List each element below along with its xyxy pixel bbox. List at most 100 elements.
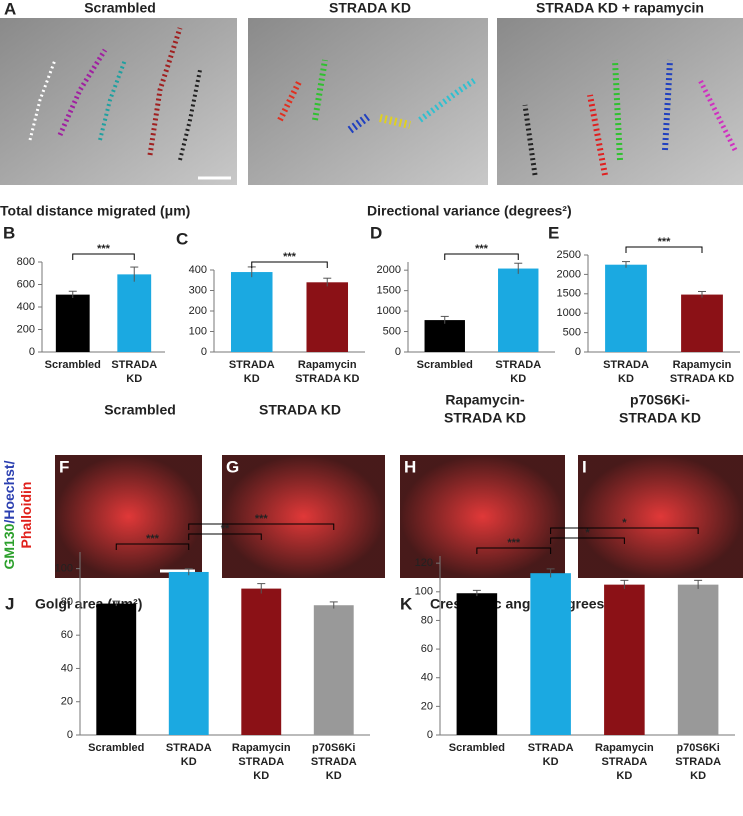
bar (677, 584, 719, 735)
side-label-part: / (1, 520, 17, 524)
track (418, 77, 477, 123)
bar (605, 264, 647, 352)
y-tick-label: 2000 (377, 264, 401, 276)
track (28, 59, 57, 141)
image-caption: Scrambled (104, 402, 176, 418)
panel-letter: F (59, 457, 69, 476)
bar (604, 584, 645, 735)
x-tick-label: Rapamycin (673, 359, 732, 371)
significance-label: *** (507, 537, 521, 549)
side-label-part: Phalloidin (18, 482, 34, 549)
y-tick-label: 40 (61, 662, 73, 674)
y-tick-label: 1000 (377, 305, 401, 317)
x-tick-label: KD (326, 770, 342, 782)
micrograph (497, 18, 743, 185)
y-tick-label: 60 (421, 643, 433, 655)
y-tick-label: 800 (17, 256, 35, 268)
panel-letter: H (404, 457, 416, 476)
y-tick-label: 400 (189, 264, 207, 276)
track (522, 104, 538, 176)
x-tick-label: Rapamycin (232, 742, 291, 754)
y-tick-label: 100 (55, 563, 73, 575)
x-tick-label: STRADA (311, 756, 357, 768)
x-tick-label: Scrambled (88, 742, 144, 754)
image-caption: Scrambled (84, 0, 156, 16)
bar (117, 274, 152, 352)
y-tick-label: 1000 (557, 307, 581, 319)
panel-letter: B (3, 223, 15, 242)
side-label: Phalloidin (18, 482, 34, 549)
significance-bracket (72, 253, 135, 260)
panel-letter: D (370, 223, 382, 242)
image-caption: STRADA KD (329, 0, 411, 16)
x-tick-label: KD (543, 756, 559, 768)
bar (241, 588, 282, 735)
x-tick-label: Scrambled (45, 359, 101, 371)
y-tick-label: 2500 (557, 249, 581, 261)
y-tick-label: 300 (189, 284, 207, 296)
x-tick-label: STRADA (111, 359, 157, 371)
significance-bracket (188, 523, 335, 530)
y-tick-label: 0 (67, 729, 73, 741)
significance-bracket (115, 543, 190, 550)
x-tick-label: p70S6Ki (676, 742, 719, 754)
significance-bracket (476, 547, 552, 554)
panel-letter: G (226, 457, 239, 476)
track (697, 78, 738, 152)
bar (230, 272, 273, 352)
significance-label: *** (146, 533, 160, 545)
significance-label: *** (475, 243, 489, 255)
y-tick-label: 200 (189, 305, 207, 317)
x-tick-label: p70S6Ki (312, 742, 355, 754)
image-caption: STRADA KD + rapamycin (536, 0, 704, 16)
significance-bracket (625, 246, 703, 253)
x-tick-label: KD (126, 373, 142, 385)
x-tick-label: STRADA KD (295, 373, 359, 385)
micrograph (55, 455, 202, 578)
y-tick-label: 600 (17, 278, 35, 290)
bar (530, 573, 571, 735)
x-tick-label: KD (244, 373, 260, 385)
panel-letter: C (176, 229, 188, 248)
significance-label: * (622, 517, 627, 529)
track (612, 59, 623, 161)
x-tick-label: STRADA (601, 756, 647, 768)
micrographs-row2 (55, 455, 743, 578)
x-tick-label: STRADA (528, 742, 574, 754)
panel-letter: J (5, 594, 14, 613)
micrograph (400, 455, 565, 578)
x-tick-label: STRADA (229, 359, 275, 371)
significance-bracket (188, 533, 262, 540)
significance-label: ** (221, 523, 230, 535)
x-tick-label: KD (616, 770, 632, 782)
bar (681, 294, 723, 352)
x-tick-label: Rapamycin (595, 742, 654, 754)
y-tick-label: 0 (575, 346, 581, 358)
x-tick-label: STRADA (495, 359, 541, 371)
significance-bracket (251, 261, 328, 268)
panel-letter: I (582, 457, 587, 476)
significance-label: *** (97, 243, 111, 255)
significance-bracket (550, 527, 699, 534)
x-tick-label: Rapamycin (298, 359, 357, 371)
y-tick-label: 500 (563, 327, 581, 339)
y-tick-label: 100 (189, 325, 207, 337)
x-tick-label: KD (181, 756, 197, 768)
bar (456, 593, 498, 735)
image-caption: STRADA KD (444, 410, 526, 426)
bar (55, 294, 90, 352)
track (312, 59, 328, 121)
bar (313, 605, 354, 735)
y-tick-label: 0 (427, 729, 433, 741)
track (662, 59, 673, 151)
x-tick-label: KD (618, 373, 634, 385)
panel-letter: K (400, 594, 413, 613)
x-tick-label: STRADA (166, 742, 212, 754)
side-label: GM130/Hoechst/ (1, 460, 17, 569)
section-heading: Total distance migrated (μm) (0, 203, 190, 219)
x-tick-label: STRADA (238, 756, 284, 768)
significance-label: * (585, 527, 590, 539)
x-tick-label: KD (253, 770, 269, 782)
y-tick-label: 200 (17, 323, 35, 335)
